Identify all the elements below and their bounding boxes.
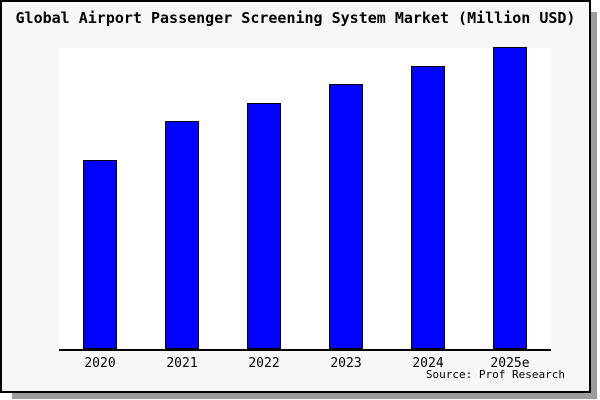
source-attribution: Source: Prof Research [425, 368, 565, 381]
x-tick-label-2023: 2023 [330, 356, 362, 371]
plot-area [59, 47, 551, 349]
chart-title: Global Airport Passenger Screening Syste… [15, 9, 576, 27]
bar-2024 [411, 65, 445, 349]
x-tick-label-2025e: 2025e [490, 356, 530, 371]
bar-2021 [165, 121, 199, 349]
x-axis-labels: 2020 2021 2022 2023 2024 2025e [59, 356, 551, 371]
bar-2022 [247, 102, 281, 349]
x-tick-label-2024: 2024 [412, 356, 444, 371]
chart-window: Global Airport Passenger Screening Syste… [0, 0, 591, 393]
x-tick-label-2022: 2022 [248, 356, 280, 371]
x-tick-label-2021: 2021 [166, 356, 198, 371]
bar-2023 [329, 83, 363, 349]
x-axis-line [59, 349, 551, 351]
bar-2020 [83, 159, 117, 349]
x-tick-label-2020: 2020 [84, 356, 116, 371]
bar-2025e [493, 47, 527, 349]
